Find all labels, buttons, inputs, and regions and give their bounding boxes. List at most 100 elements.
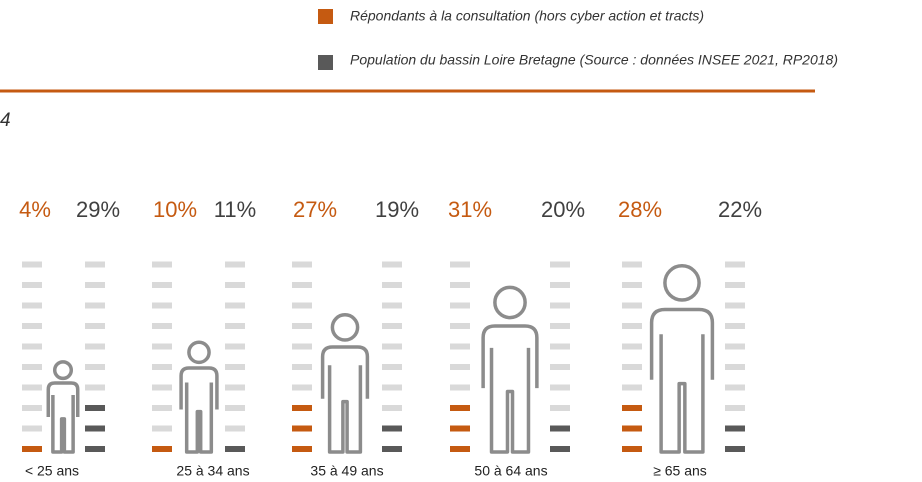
person-head	[189, 342, 209, 362]
empty-dash	[292, 282, 312, 288]
empty-dash	[85, 364, 105, 370]
empty-dash	[550, 323, 570, 329]
empty-dash	[725, 343, 745, 350]
empty-dash	[550, 384, 570, 391]
value-dash	[292, 446, 312, 452]
person-icon	[323, 315, 368, 452]
empty-dash	[152, 425, 172, 432]
empty-dash	[85, 282, 105, 288]
value-dash	[225, 446, 245, 452]
person-icon	[652, 266, 713, 452]
value-label: 28%	[618, 197, 662, 222]
person-icon	[48, 362, 77, 452]
empty-dash	[622, 343, 642, 350]
legend-label: Répondants à la consultation (hors cyber…	[350, 8, 704, 24]
value-label: 11%	[214, 197, 256, 222]
empty-dash	[22, 282, 42, 288]
empty-dash	[450, 323, 470, 329]
value-dash	[622, 446, 642, 452]
empty-dash	[622, 282, 642, 288]
value-dash	[725, 425, 745, 432]
empty-dash	[382, 364, 402, 370]
empty-dash	[550, 364, 570, 370]
empty-dash	[22, 323, 42, 329]
category-label: 25 à 34 ans	[176, 463, 249, 479]
empty-dash	[450, 384, 470, 391]
empty-dash	[382, 384, 402, 391]
value-dash	[450, 446, 470, 452]
legend-swatch	[318, 55, 333, 70]
empty-dash	[725, 323, 745, 329]
value-dash	[85, 425, 105, 432]
empty-dash	[725, 384, 745, 391]
value-dash	[292, 405, 312, 411]
empty-dash	[152, 302, 172, 309]
empty-dash	[450, 282, 470, 288]
category-label: 35 à 49 ans	[310, 463, 383, 479]
empty-dash	[85, 261, 105, 268]
value-dash	[550, 446, 570, 452]
value-label: 20%	[541, 197, 585, 222]
empty-dash	[152, 364, 172, 370]
empty-dash	[225, 343, 245, 350]
legend-label: Population du bassin Loire Bretagne (Sou…	[350, 52, 838, 68]
chart-title: 4	[0, 110, 11, 131]
empty-dash	[382, 323, 402, 329]
empty-dash	[225, 302, 245, 309]
value-dash	[85, 446, 105, 452]
empty-dash	[292, 343, 312, 350]
empty-dash	[292, 323, 312, 329]
empty-dash	[85, 323, 105, 329]
empty-dash	[292, 261, 312, 268]
empty-dash	[450, 343, 470, 350]
empty-dash	[725, 364, 745, 370]
empty-dash	[22, 302, 42, 309]
value-label: 27%	[293, 197, 337, 222]
value-dash	[450, 425, 470, 432]
empty-dash	[85, 302, 105, 309]
empty-dash	[85, 343, 105, 350]
empty-dash	[622, 323, 642, 329]
empty-dash	[550, 343, 570, 350]
legend-swatch	[318, 9, 333, 24]
empty-dash	[22, 261, 42, 268]
value-dash	[22, 446, 42, 452]
empty-dash	[225, 425, 245, 432]
empty-dash	[550, 302, 570, 309]
empty-dash	[725, 405, 745, 411]
empty-dash	[622, 302, 642, 309]
person-body	[483, 326, 537, 452]
empty-dash	[382, 302, 402, 309]
empty-dash	[22, 425, 42, 432]
value-label: 4%	[19, 197, 51, 222]
empty-dash	[85, 384, 105, 391]
empty-dash	[152, 343, 172, 350]
empty-dash	[382, 282, 402, 288]
value-dash	[725, 446, 745, 452]
person-head	[55, 362, 72, 379]
empty-dash	[725, 302, 745, 309]
empty-dash	[292, 302, 312, 309]
value-label: 29%	[76, 197, 120, 222]
empty-dash	[382, 405, 402, 411]
person-body	[181, 368, 217, 452]
value-label: 22%	[718, 197, 762, 222]
person-body	[323, 347, 368, 452]
empty-dash	[152, 282, 172, 288]
empty-dash	[152, 323, 172, 329]
empty-dash	[152, 384, 172, 391]
empty-dash	[622, 261, 642, 268]
empty-dash	[622, 384, 642, 391]
empty-dash	[450, 364, 470, 370]
empty-dash	[225, 282, 245, 288]
person-head	[665, 266, 699, 300]
empty-dash	[450, 302, 470, 309]
person-body	[652, 310, 713, 453]
value-dash	[622, 405, 642, 411]
empty-dash	[725, 261, 745, 268]
empty-dash	[382, 261, 402, 268]
empty-dash	[622, 364, 642, 370]
person-body	[48, 383, 77, 452]
empty-dash	[22, 343, 42, 350]
